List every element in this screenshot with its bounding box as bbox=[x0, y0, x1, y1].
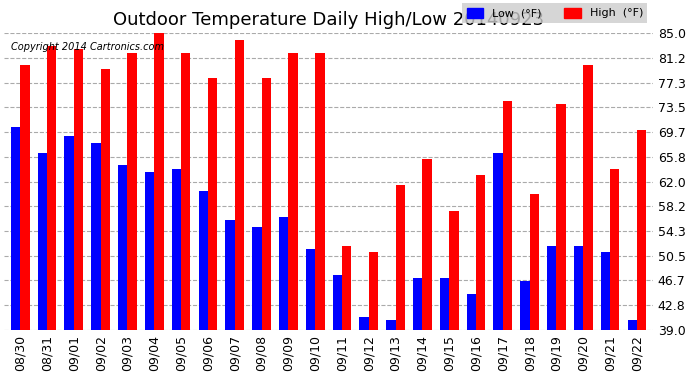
Bar bbox=[610, 169, 620, 375]
Bar bbox=[226, 220, 235, 375]
Bar bbox=[547, 246, 556, 375]
Bar bbox=[11, 127, 20, 375]
Title: Outdoor Temperature Daily High/Low 20140923: Outdoor Temperature Daily High/Low 20140… bbox=[113, 11, 544, 29]
Bar bbox=[47, 46, 57, 375]
Bar bbox=[181, 53, 190, 375]
Bar bbox=[118, 165, 128, 375]
Bar bbox=[172, 169, 181, 375]
Bar bbox=[359, 317, 368, 375]
Bar bbox=[315, 53, 324, 375]
Bar bbox=[342, 246, 351, 375]
Bar bbox=[583, 66, 593, 375]
Bar bbox=[252, 226, 262, 375]
Bar bbox=[262, 78, 271, 375]
Bar bbox=[440, 278, 449, 375]
Bar bbox=[38, 153, 47, 375]
Bar bbox=[476, 175, 485, 375]
Bar bbox=[155, 27, 164, 375]
Bar bbox=[556, 104, 566, 375]
Bar bbox=[449, 211, 459, 375]
Bar bbox=[574, 246, 583, 375]
Bar bbox=[145, 172, 155, 375]
Bar bbox=[333, 275, 342, 375]
Bar bbox=[601, 252, 610, 375]
Bar bbox=[520, 282, 530, 375]
Text: Copyright 2014 Cartronics.com: Copyright 2014 Cartronics.com bbox=[10, 42, 164, 52]
Bar bbox=[64, 136, 74, 375]
Bar bbox=[503, 101, 512, 375]
Bar bbox=[91, 143, 101, 375]
Bar bbox=[74, 50, 83, 375]
Bar bbox=[288, 53, 298, 375]
Bar bbox=[466, 294, 476, 375]
Bar bbox=[208, 78, 217, 375]
Bar bbox=[413, 278, 422, 375]
Bar bbox=[422, 159, 432, 375]
Bar bbox=[279, 217, 288, 375]
Bar bbox=[235, 40, 244, 375]
Bar bbox=[306, 249, 315, 375]
Bar bbox=[128, 53, 137, 375]
Bar bbox=[493, 153, 503, 375]
Bar bbox=[386, 320, 395, 375]
Bar bbox=[627, 320, 637, 375]
Bar bbox=[101, 69, 110, 375]
Bar bbox=[530, 195, 539, 375]
Bar bbox=[395, 185, 405, 375]
Bar bbox=[368, 252, 378, 375]
Bar bbox=[199, 191, 208, 375]
Bar bbox=[20, 66, 30, 375]
Bar bbox=[637, 130, 647, 375]
Legend: Low  (°F), High  (°F): Low (°F), High (°F) bbox=[462, 3, 647, 23]
